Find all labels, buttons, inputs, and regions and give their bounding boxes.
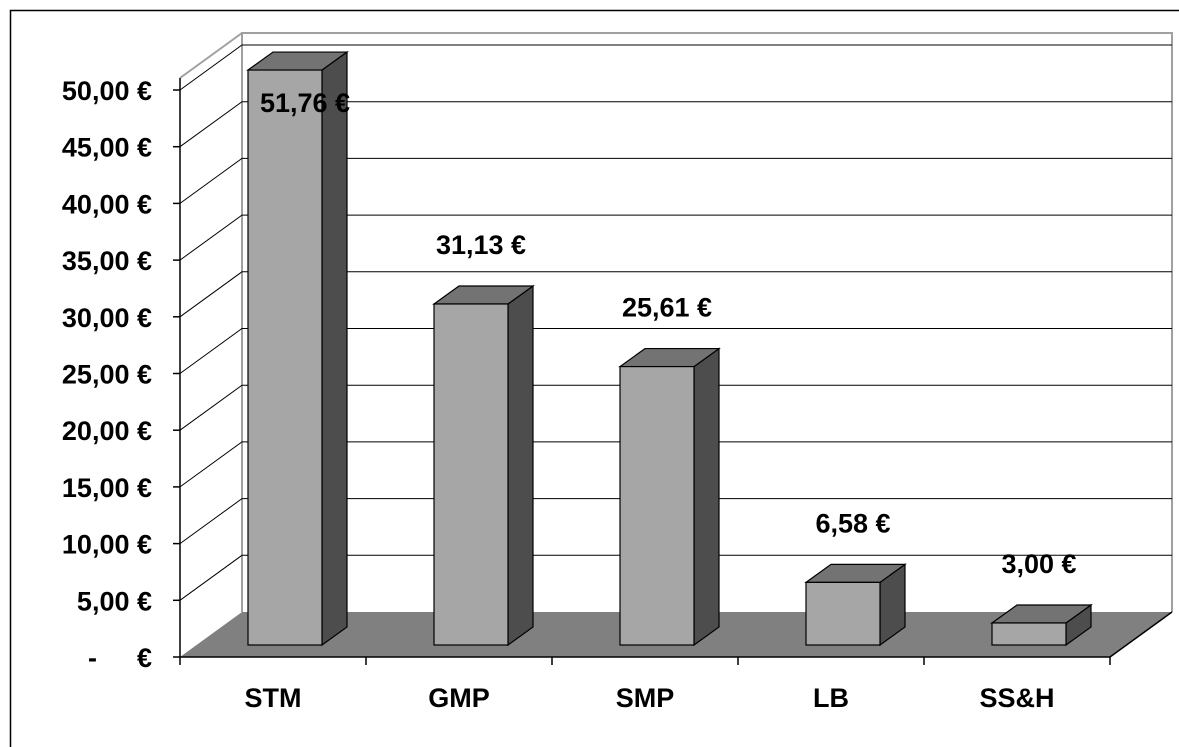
y-tick-label: 30,00 € xyxy=(62,303,152,333)
back-wall xyxy=(241,32,1173,612)
y-tick-label: 10,00 € xyxy=(62,530,152,560)
x-tick-label: GMP xyxy=(428,683,490,713)
bar-side xyxy=(321,50,348,647)
bar-front xyxy=(247,69,323,646)
x-tick-label: LB xyxy=(813,683,849,713)
bar-front xyxy=(991,622,1067,646)
y-tick-label: 45,00 € xyxy=(62,133,152,163)
x-tick-label: SMP xyxy=(616,683,675,713)
bar-side xyxy=(507,284,534,647)
gridline xyxy=(179,384,1172,431)
gridline xyxy=(179,328,1172,374)
y-tick-label: 25,00 € xyxy=(62,360,152,390)
bar-side xyxy=(693,347,720,647)
bars xyxy=(246,50,1093,647)
bar-front xyxy=(619,365,695,646)
y-axis-ticks: - €5,00 € 10,00 € 15,00 € 20,00 € 25,00 € 30,0… xyxy=(62,76,152,673)
y-tick-label: 20,00 € xyxy=(62,416,152,446)
gridline xyxy=(179,271,1172,318)
x-tick-label: SS&H xyxy=(979,683,1054,713)
axes xyxy=(173,78,1173,665)
y-tick-label: 15,00 € xyxy=(62,473,152,503)
x-axis-depth-line xyxy=(1109,611,1173,658)
data-label: 3,00 € xyxy=(1001,549,1076,579)
bar-front xyxy=(433,303,509,646)
bar-gmp xyxy=(432,284,535,647)
data-label: 51,76 € xyxy=(260,88,350,118)
y-tick-label: 40,00 € xyxy=(62,189,152,219)
gridline xyxy=(179,157,1172,204)
bar-lb xyxy=(804,563,907,647)
y-tick-label: 5,00 € xyxy=(77,586,152,616)
chart-border xyxy=(9,9,1179,747)
bar-smp xyxy=(618,347,721,647)
data-label: 25,61 € xyxy=(622,293,712,323)
gridline xyxy=(179,214,1172,261)
y-tick-label: € xyxy=(137,643,152,673)
y-tick-label: - xyxy=(88,643,97,673)
y-tick-label: 50,00 € xyxy=(62,76,152,106)
gridline xyxy=(179,441,1172,488)
bar-front xyxy=(805,581,881,646)
x-axis-labels: STM GMP SMP LB SS&H xyxy=(245,683,1055,713)
side-wall-top-edge xyxy=(179,32,243,79)
data-label: 31,13 € xyxy=(436,230,526,260)
y-tick-label: 35,00 € xyxy=(62,246,152,276)
chart-walls xyxy=(179,32,1173,612)
gridline xyxy=(179,101,1172,148)
gridlines xyxy=(179,44,1172,601)
gridline xyxy=(179,554,1172,601)
bar-stm xyxy=(246,50,349,647)
bar-ss-h xyxy=(990,603,1093,647)
data-labels: 51,76 € 31,13 € 25,61 € 6,58 € 3,00 € xyxy=(260,88,1077,579)
x-tick-label: STM xyxy=(245,683,302,713)
data-label: 6,58 € xyxy=(815,508,890,538)
gridline xyxy=(179,44,1172,91)
gridline xyxy=(179,498,1172,545)
